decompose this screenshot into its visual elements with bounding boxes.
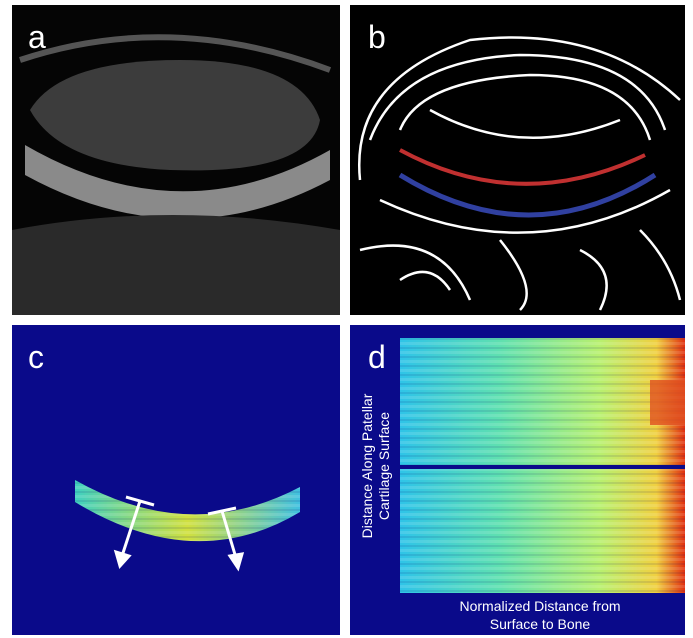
bone <box>12 215 340 315</box>
panel-c: c <box>12 325 340 635</box>
panel-label: c <box>28 339 44 375</box>
x-axis-label: Normalized Distance from <box>459 598 620 614</box>
x-axis-label: Surface to Bone <box>490 616 591 632</box>
panel-d: Distance Along Patellar Cartilage Surfac… <box>350 325 685 635</box>
figure: a b c <box>0 0 693 638</box>
panel-a: a <box>12 5 340 315</box>
y-axis-label: Cartilage Surface <box>376 412 392 520</box>
panel-label: d <box>368 339 386 375</box>
panel-background <box>12 325 340 635</box>
panel-label: a <box>28 19 46 55</box>
separator <box>400 465 685 469</box>
y-axis-label: Distance Along Patellar <box>359 393 375 538</box>
hot-region <box>650 380 685 425</box>
panel-label: b <box>368 19 386 55</box>
panel-b: b <box>350 5 685 315</box>
